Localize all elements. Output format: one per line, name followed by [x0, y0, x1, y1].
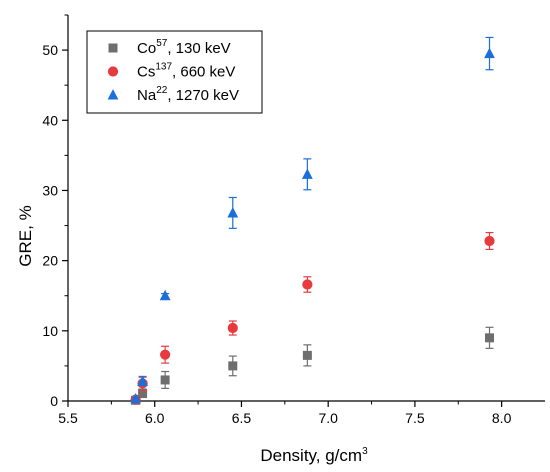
y-tick-label: 0 — [50, 393, 58, 409]
x-tick-label: 5.5 — [58, 410, 78, 426]
y-tick-label: 20 — [42, 253, 58, 269]
data-point — [484, 333, 494, 343]
series-co — [131, 326, 494, 405]
data-point — [130, 393, 142, 404]
x-axis-title-sup: 3 — [362, 446, 368, 457]
legend: Co57, 130 keV Cs137, 660 keV Na22, 1270 ke… — [86, 30, 263, 114]
y-tick-label: 40 — [42, 112, 58, 128]
data-point — [160, 349, 171, 360]
data-point — [484, 235, 495, 247]
x-axis-title: Density, g/cm3 — [260, 446, 368, 465]
axes: 5.5 6.0 6.5 7.0 7.5 8.0 0 10 20 30 40 50 — [42, 14, 545, 426]
series-cs — [130, 231, 495, 405]
data-point — [302, 279, 313, 290]
data-point — [138, 388, 148, 398]
data-point — [160, 375, 170, 385]
x-tick-label: 7.0 — [318, 410, 338, 426]
legend-marker — [107, 66, 119, 77]
data-point — [484, 47, 495, 59]
x-tick-label: 6.5 — [232, 410, 252, 426]
data-point — [159, 289, 171, 301]
legend-marker — [108, 43, 118, 53]
x-tick-label: 7.5 — [405, 410, 425, 426]
data-point — [137, 375, 148, 386]
x-axis-title-text: Density, g/cm — [260, 446, 362, 465]
y-axis-title: GRE, % — [16, 205, 35, 266]
legend-entry: Na22, 1270 keV — [137, 85, 239, 104]
data-point — [302, 350, 312, 360]
data-point — [301, 168, 313, 179]
data-point — [228, 361, 238, 371]
data-point — [227, 322, 238, 334]
y-tick-label: 10 — [42, 323, 58, 339]
data-point — [227, 207, 239, 218]
series-na — [130, 36, 495, 404]
y-tick-label: 30 — [42, 182, 58, 198]
legend-entry: Cs137, 660 keV — [137, 62, 235, 81]
series-layer — [130, 36, 495, 405]
legend-marker — [107, 89, 119, 100]
y-tick-label: 50 — [42, 42, 58, 58]
legend-entry: Co57, 130 keV — [137, 38, 231, 57]
x-tick-label: 8.0 — [492, 410, 512, 426]
x-tick-label: 6.0 — [145, 410, 165, 426]
